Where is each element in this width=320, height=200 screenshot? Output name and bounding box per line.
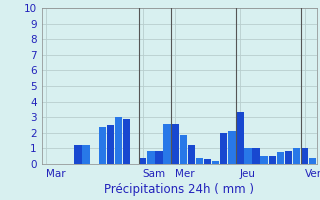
Bar [123,119,130,164]
Bar [180,135,187,164]
Bar [212,161,219,164]
Bar [244,148,252,164]
Bar [139,158,147,164]
Bar [147,151,155,164]
Bar [301,148,308,164]
Bar [74,145,82,164]
Bar [268,156,276,164]
X-axis label: Précipitations 24h ( mm ): Précipitations 24h ( mm ) [104,183,254,196]
Bar [252,148,260,164]
Bar [285,151,292,164]
Bar [163,124,171,164]
Bar [293,148,300,164]
Bar [228,131,236,164]
Bar [99,127,106,164]
Bar [82,145,90,164]
Bar [107,125,114,164]
Bar [236,112,244,164]
Bar [115,117,122,164]
Bar [188,145,195,164]
Bar [220,133,228,164]
Bar [196,158,203,164]
Bar [172,124,179,164]
Bar [309,158,316,164]
Bar [260,156,268,164]
Bar [155,151,163,164]
Bar [204,159,211,164]
Bar [277,152,284,164]
